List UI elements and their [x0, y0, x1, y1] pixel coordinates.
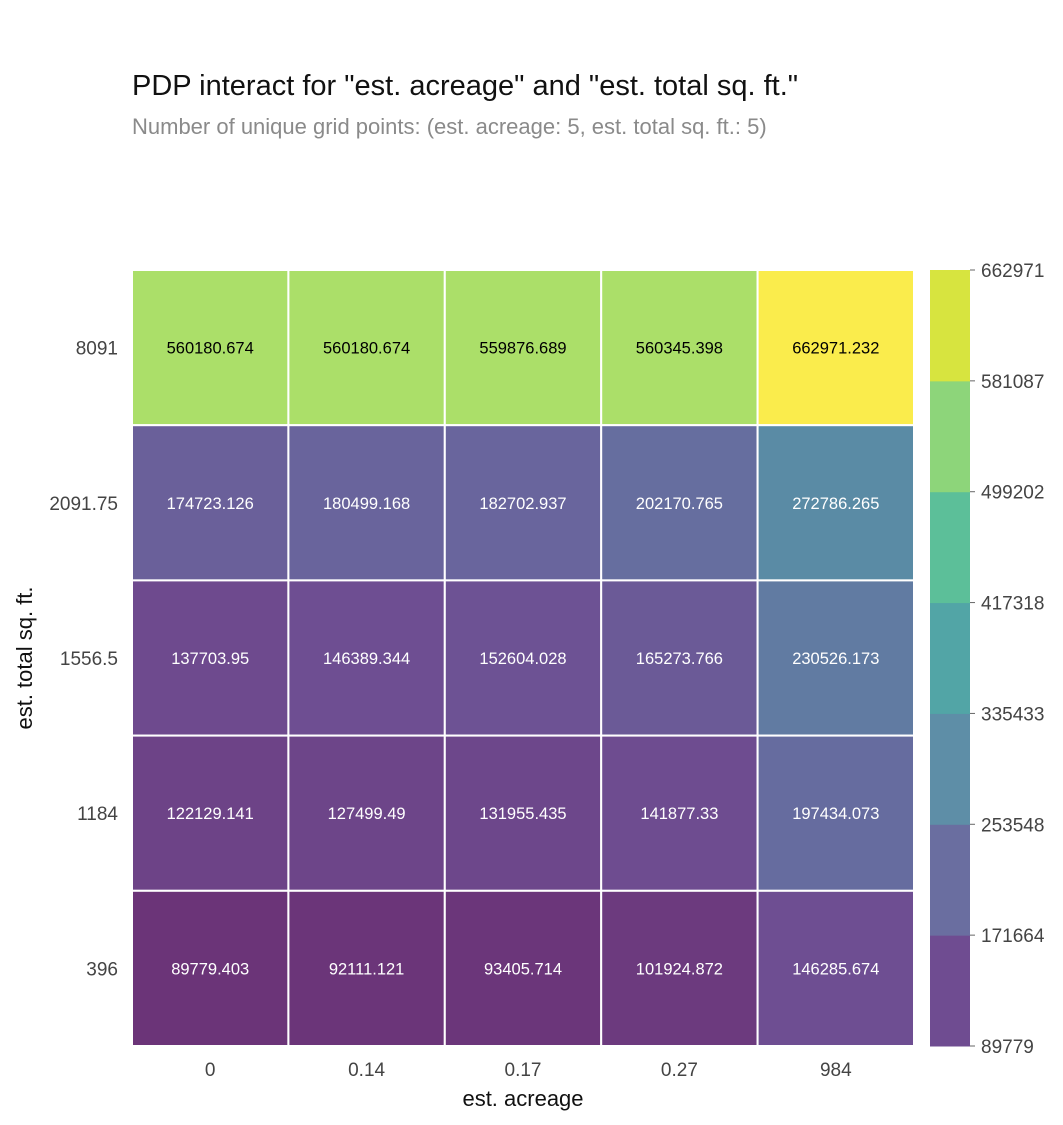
- colorbar-tick-label: 581087: [981, 372, 1044, 393]
- cell-value-label: 197434.073: [792, 805, 879, 823]
- heatmap-cell: [287, 579, 446, 737]
- colorbar-tick-label: 662971: [981, 261, 1044, 282]
- cell-value-label: 182702.937: [479, 495, 566, 513]
- cell-value-label: 152604.028: [479, 650, 566, 668]
- cell-value-label: 560180.674: [167, 340, 254, 358]
- y-tick-label: 8091: [76, 339, 118, 360]
- heatmap-cell-labels: 560180.674 560180.674 559876.689 560345.398…: [167, 340, 880, 979]
- cell-value-label: 560345.398: [636, 340, 723, 358]
- cell-value-label: 559876.689: [479, 340, 566, 358]
- y-axis-ticks: 8091 2091.75 1556.5 1184 396: [49, 339, 118, 981]
- y-axis-label: est. total sq. ft.: [12, 586, 37, 729]
- heatmap-cell: [443, 889, 603, 1047]
- cell-value-label: 560180.674: [323, 340, 410, 358]
- colorbar-segment: [930, 602, 970, 714]
- x-axis-ticks: 0 0.14 0.17 0.27 984: [205, 1060, 852, 1081]
- cell-value-label: 165273.766: [636, 650, 723, 668]
- heatmap-cell: [756, 889, 915, 1047]
- heatmap-cell: [131, 889, 290, 1047]
- y-tick-label: 1184: [77, 804, 118, 825]
- chart-title: PDP interact for "est. acreage" and "est…: [132, 70, 799, 102]
- colorbar-tick-label: 89779: [981, 1037, 1034, 1058]
- chart-subtitle: Number of unique grid points: (est. acre…: [132, 114, 767, 139]
- cell-value-label: 131955.435: [479, 805, 566, 823]
- heatmap-cell: [443, 579, 603, 737]
- x-tick-label: 0.14: [348, 1060, 385, 1081]
- cell-value-label: 137703.95: [171, 650, 249, 668]
- cell-value-label: 272786.265: [792, 495, 879, 513]
- colorbar-segment: [930, 380, 970, 493]
- heatmap-cell: [756, 424, 915, 582]
- cell-value-label: 174723.126: [167, 495, 254, 513]
- colorbar-tick-label: 417318: [981, 594, 1044, 615]
- colorbar-tick-label: 171664: [981, 926, 1045, 947]
- colorbar: [930, 270, 970, 1047]
- colorbar-segment: [930, 935, 970, 1047]
- heatmap-cell: [443, 734, 603, 892]
- heatmap-cell: [600, 889, 759, 1047]
- heatmap-cell: [443, 424, 603, 582]
- heatmap-cell: [131, 424, 290, 582]
- cell-value-label: 89779.403: [171, 960, 249, 978]
- x-tick-label: 0.17: [505, 1060, 542, 1081]
- x-tick-label: 984: [820, 1060, 852, 1081]
- cell-value-label: 202170.765: [636, 495, 723, 513]
- colorbar-tick-label: 499202: [981, 483, 1044, 504]
- x-tick-label: 0.27: [661, 1060, 698, 1081]
- heatmap-cell: [600, 269, 759, 427]
- cell-value-label: 122129.141: [167, 805, 254, 823]
- y-tick-label: 1556.5: [60, 649, 118, 670]
- colorbar-tick-label: 253548: [981, 815, 1044, 836]
- heatmap-cell: [756, 579, 915, 737]
- heatmap-cells: [131, 269, 915, 1047]
- cell-value-label: 146285.674: [792, 960, 879, 978]
- y-tick-label: 396: [86, 959, 118, 980]
- cell-value-label: 230526.173: [792, 650, 879, 668]
- cell-value-label: 93405.714: [484, 960, 562, 978]
- cell-value-label: 146389.344: [323, 650, 410, 668]
- heatmap-cell: [600, 579, 759, 737]
- cell-value-label: 180499.168: [323, 495, 410, 513]
- x-axis-label: est. acreage: [462, 1086, 583, 1111]
- colorbar-segment: [930, 491, 970, 604]
- heatmap-cell: [287, 424, 446, 582]
- heatmap-cell: [131, 579, 290, 737]
- y-tick-label: 2091.75: [49, 494, 118, 515]
- cell-value-label: 92111.121: [329, 960, 405, 978]
- colorbar-segment: [930, 270, 970, 382]
- x-tick-label: 0: [205, 1060, 216, 1081]
- heatmap-cell: [287, 734, 446, 892]
- colorbar-ticks: 662971 581087 499202 417318 335433 253548 1716…: [970, 261, 1045, 1058]
- colorbar-tick-label: 335433: [981, 704, 1044, 725]
- heatmap-cell: [756, 269, 915, 427]
- cell-value-label: 662971.232: [792, 340, 879, 358]
- cell-value-label: 141877.33: [640, 805, 718, 823]
- heatmap-cell: [756, 734, 915, 892]
- colorbar-segment: [930, 713, 970, 825]
- colorbar-segment: [930, 824, 970, 936]
- cell-value-label: 127499.49: [328, 805, 406, 823]
- cell-value-label: 101924.872: [636, 960, 723, 978]
